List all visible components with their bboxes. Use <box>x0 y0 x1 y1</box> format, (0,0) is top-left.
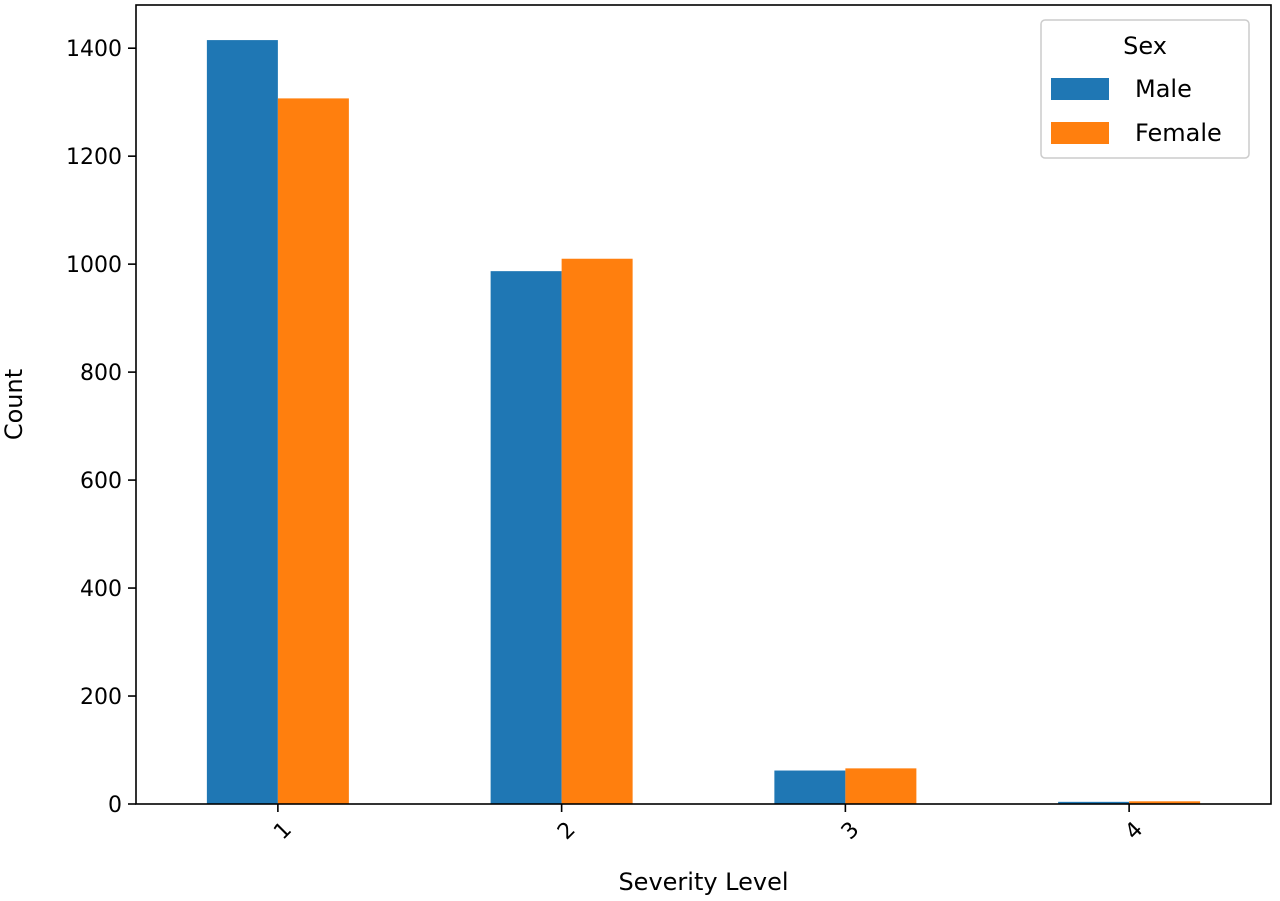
x-axis: 1 2 3 4 <box>269 804 1148 845</box>
y-tick-label: 1000 <box>66 253 122 278</box>
y-tick-label: 600 <box>80 469 122 494</box>
x-tick-label: 3 <box>837 817 865 845</box>
legend-items: Male Female <box>1051 75 1222 147</box>
x-tick-label: 4 <box>1121 817 1149 845</box>
bar-female-1 <box>277 98 349 805</box>
y-tick-label: 1200 <box>66 145 122 170</box>
bar-male-1 <box>206 40 278 805</box>
legend-label-female: Female <box>1135 119 1222 147</box>
bars-layer <box>206 40 1201 805</box>
plot-frame <box>135 4 1272 805</box>
y-tick-label: 400 <box>80 577 122 602</box>
y-axis: 0 200 400 600 800 1000 1200 1400 <box>66 37 136 818</box>
x-tick-label: 1 <box>269 817 297 845</box>
legend: Sex Male Female <box>1040 19 1250 159</box>
bar-male-3 <box>774 770 846 804</box>
legend-title: Sex <box>1123 32 1167 60</box>
bar-male-4 <box>1058 801 1130 804</box>
legend-label-male: Male <box>1135 75 1192 103</box>
legend-swatch-male <box>1051 78 1109 100</box>
legend-swatch-female <box>1051 122 1109 144</box>
y-axis-label: Count <box>0 369 28 440</box>
bar-female-4 <box>1129 801 1201 804</box>
y-tick-label: 200 <box>80 685 122 710</box>
bar-female-3 <box>845 768 917 804</box>
x-axis-label: Severity Level <box>618 868 788 896</box>
bar-female-2 <box>561 258 633 805</box>
y-tick-label: 0 <box>108 793 122 818</box>
x-tick-label: 2 <box>553 817 581 845</box>
y-tick-label: 1400 <box>66 37 122 62</box>
bar-male-2 <box>490 271 562 804</box>
y-tick-label: 800 <box>80 361 122 386</box>
